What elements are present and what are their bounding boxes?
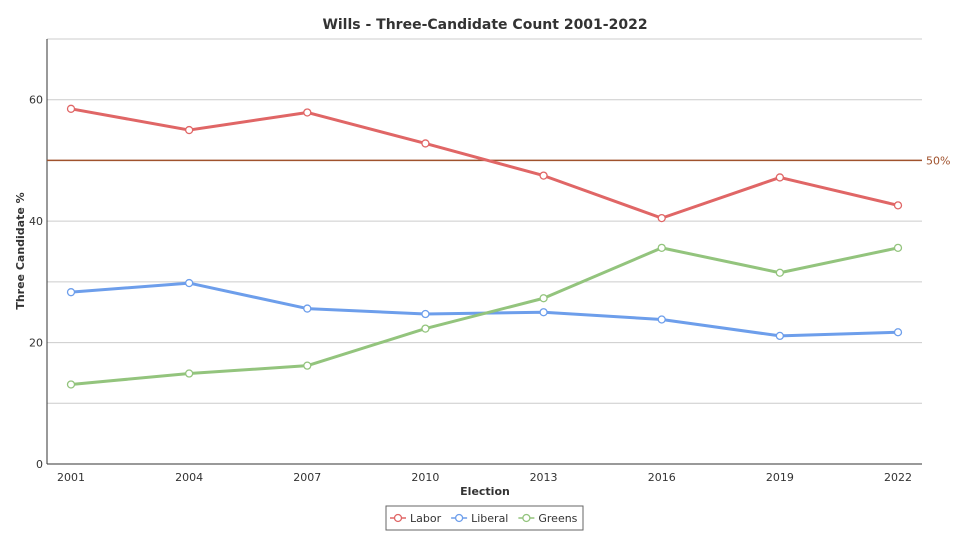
x-tick-label: 2022 [884,471,912,484]
x-tick-label: 2010 [411,471,439,484]
data-point-labor [893,201,903,210]
y-tick-label: 0 [36,458,43,471]
data-point-labor [657,213,666,223]
x-tick-label: 2016 [648,471,676,484]
series-line-liberal [69,281,900,338]
data-point-greens [893,243,903,253]
data-point-liberal [657,315,666,324]
reference-line-label: 50% [926,154,950,167]
reference-line-group: 50% [47,154,950,167]
legend: Labor Liberal Greens [385,505,584,531]
chart-title: Wills - Three-Candidate Count 2001-2022 [322,17,647,33]
data-point-greens [421,324,430,333]
data-point-labor [303,108,312,117]
y-tick-label: 60 [29,94,43,107]
y-axis-label: Three Candidate % [14,192,27,309]
data-point-labor [539,171,548,180]
data-point-greens [775,268,785,277]
series-group [66,104,903,389]
y-tick-label: 20 [29,337,43,350]
x-tick-label: 2001 [57,471,85,484]
data-point-greens [66,380,76,389]
series-line-greens [69,246,900,386]
data-point-greens [657,243,666,253]
x-tick-label: 2007 [293,471,321,484]
data-point-liberal [303,304,312,313]
data-point-labor [775,173,785,182]
data-point-labor [66,104,76,113]
data-point-liberal [775,331,785,341]
data-point-labor [184,125,194,135]
data-point-greens [184,369,194,378]
data-point-liberal [539,308,548,317]
data-point-liberal [184,278,194,288]
series-line-labor [69,107,900,220]
legend-marker-greens [522,513,531,523]
data-point-liberal [66,288,76,297]
data-point-liberal [421,309,430,319]
legend-marker-liberal [454,513,464,523]
x-tick-label: 2004 [175,471,203,484]
data-point-greens [539,294,548,303]
data-point-greens [303,361,312,370]
x-axis-label: Election [460,485,510,498]
legend-marker-labor [393,513,403,523]
data-point-liberal [893,328,903,337]
legend-box [385,505,584,531]
legend-label-labor: Labor [410,512,442,525]
gridlines [47,38,922,404]
y-tick-label: 40 [29,215,43,228]
legend-label-greens: Greens [538,512,577,525]
x-tick-label: 2013 [530,471,558,484]
x-tick-label: 2019 [766,471,794,484]
data-point-labor [421,139,430,148]
axes: 0 20 40 60 2001 2004 2007 2010 2013 2016 2019 2022 [29,39,922,484]
legend-label-liberal: Liberal [471,512,508,525]
